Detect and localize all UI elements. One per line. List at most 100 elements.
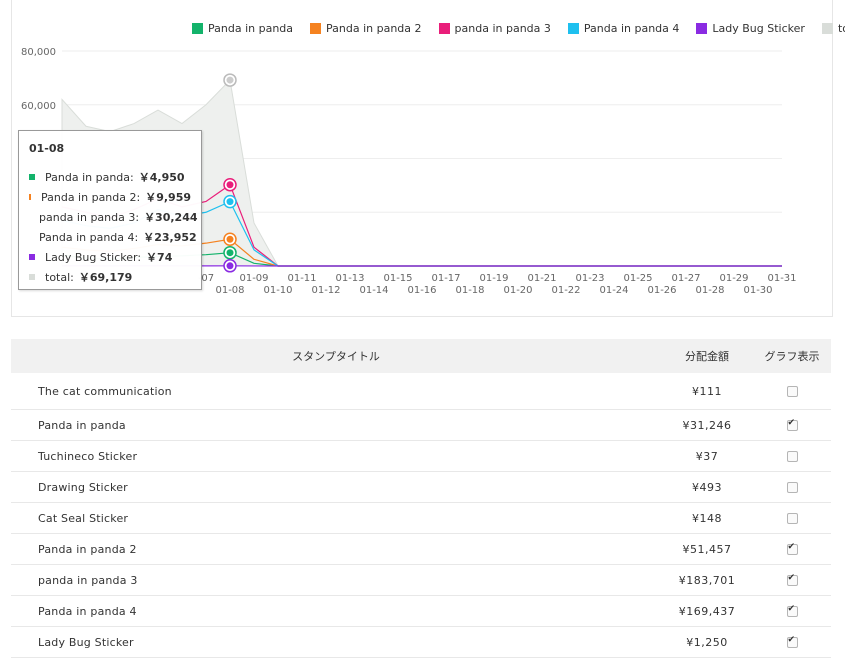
point-dot-0: [226, 249, 234, 257]
table-row: panda in panda 3 ¥183,701: [11, 565, 831, 596]
tooltip-label: Panda in panda:: [45, 170, 134, 184]
graph-toggle-cell: [753, 385, 831, 398]
x-tick-label: 01-25: [623, 273, 652, 284]
legend-swatch: [567, 23, 579, 34]
table-row: Cat Seal Sticker ¥148: [11, 503, 831, 534]
tooltip-color-dot: [29, 254, 35, 260]
legend-label: Panda in panda 2: [326, 22, 422, 35]
graph-toggle-cell: [753, 450, 831, 463]
x-tick-label: 01-29: [719, 273, 748, 284]
x-tick-label: 01-09: [239, 273, 268, 284]
graph-display-checkbox[interactable]: [786, 513, 798, 524]
x-tick-label: 01-12: [311, 285, 340, 296]
distribution-amount: ¥169,437: [678, 604, 736, 618]
tooltip-date: 01-08: [29, 142, 65, 155]
x-tick-label: 01-28: [695, 285, 724, 296]
point-dot-4: [226, 262, 234, 270]
graph-toggle-cell: [753, 512, 831, 525]
tooltip-label: Panda in panda 2:: [40, 190, 141, 204]
tooltip-row: panda in panda 3: ￥30,244: [29, 207, 198, 227]
tooltip-row: Lady Bug Sticker: ￥74: [29, 247, 191, 267]
tooltip-row: Panda in panda 2: ￥9,959: [29, 187, 191, 207]
legend-swatch: [192, 23, 203, 34]
point-dot-5: [226, 76, 234, 84]
legend-item[interactable]: panda in panda 3: [438, 22, 551, 35]
table-body: The cat communication ¥111 Panda in panda ¥…: [11, 373, 831, 658]
tooltip-rows: Panda in panda: ￥4,950 Panda in panda 2: ￥9…: [29, 167, 198, 287]
table-row: Lady Bug Sticker ¥1,250: [11, 627, 831, 658]
sticker-table: スタンプタイトル 分配金額 グラフ表示 The cat communicatio…: [11, 339, 831, 658]
x-tick-label: 01-16: [407, 285, 436, 296]
point-dot-1: [226, 235, 234, 243]
x-tick-label: 01-08: [215, 285, 244, 296]
table-row: The cat communication ¥111: [11, 373, 831, 410]
legend-label: total: [837, 22, 845, 35]
table-row: Tuchineco Sticker ¥37: [11, 441, 831, 472]
tooltip-color-dot: [29, 174, 35, 180]
x-tick-label: 01-20: [503, 285, 532, 296]
tooltip-value: ￥4,950: [138, 171, 185, 184]
graph-display-checkbox[interactable]: [786, 635, 798, 648]
distribution-amount: ¥51,457: [682, 542, 732, 556]
x-tick-label: 01-15: [383, 273, 412, 284]
legend-swatch: [438, 23, 450, 34]
tooltip-label: Panda in panda 4:: [39, 230, 139, 244]
tooltip-value: ￥23,952: [143, 231, 197, 244]
x-tick-label: 01-30: [743, 285, 772, 296]
header-title: スタンプタイトル: [292, 350, 380, 363]
x-tick-label: 01-10: [263, 285, 292, 296]
legend-swatch: [696, 23, 708, 34]
chart-tooltip: 01-08 Panda in panda: ￥4,950 Panda in pand…: [18, 130, 202, 290]
graph-display-checkbox[interactable]: [786, 418, 798, 431]
graph-display-checkbox[interactable]: [786, 386, 798, 397]
table-row: Panda in panda 2 ¥51,457: [11, 534, 831, 565]
legend-item[interactable]: Panda in panda: [192, 22, 293, 35]
graph-display-checkbox[interactable]: [786, 542, 798, 555]
tooltip-row: Panda in panda 4: ￥23,952: [29, 227, 197, 247]
x-tick-label: 01-26: [647, 285, 676, 296]
table-header: スタンプタイトル 分配金額 グラフ表示: [11, 339, 831, 373]
tooltip-row: Panda in panda: ￥4,950: [29, 167, 191, 187]
distribution-amount: ¥111: [692, 384, 722, 398]
graph-display-checkbox[interactable]: [786, 482, 798, 493]
legend-swatch: [821, 23, 833, 34]
distribution-amount: ¥493: [692, 480, 722, 494]
distribution-amount: ¥148: [692, 511, 722, 525]
legend-swatch: [310, 23, 322, 34]
graph-display-checkbox[interactable]: [786, 451, 798, 462]
tooltip-color-dot: [29, 194, 31, 200]
sticker-title: Panda in panda 4: [38, 604, 137, 618]
point-dot-3: [226, 198, 234, 206]
legend-label: panda in panda 3: [454, 22, 551, 35]
table-row: Drawing Sticker ¥493: [11, 472, 831, 503]
x-tick-label: 01-31: [767, 273, 796, 284]
legend-item[interactable]: Panda in panda 4: [567, 22, 679, 35]
x-tick-label: 01-24: [599, 285, 628, 296]
x-tick-label: 01-11: [287, 273, 316, 284]
legend-item[interactable]: Lady Bug Sticker: [696, 22, 805, 35]
distribution-amount: ¥183,701: [678, 573, 736, 587]
tooltip-value: ￥69,179: [78, 271, 133, 284]
x-tick-label: -07: [198, 273, 214, 284]
tooltip-color-dot: [29, 274, 35, 280]
x-tick-label: 01-27: [671, 273, 700, 284]
legend-item[interactable]: total: [821, 22, 845, 35]
graph-display-checkbox[interactable]: [786, 604, 798, 617]
graph-toggle-cell: [753, 542, 831, 556]
legend-item[interactable]: Panda in panda 2: [310, 22, 422, 35]
point-dot-2: [226, 181, 234, 189]
x-tick-label: 01-14: [359, 285, 388, 296]
distribution-amount: ¥37: [695, 449, 719, 463]
sticker-title: panda in panda 3: [38, 573, 138, 587]
sticker-title: Drawing Sticker: [38, 480, 128, 494]
x-tick-label: 01-17: [431, 273, 460, 284]
tooltip-value: ￥9,959: [145, 191, 191, 204]
graph-display-checkbox[interactable]: [786, 573, 798, 586]
sticker-title: Lady Bug Sticker: [38, 635, 134, 649]
sticker-title: Panda in panda 2: [38, 542, 137, 556]
chart-legend: Panda in panda Panda in panda 2 panda in p…: [192, 22, 845, 35]
x-tick-label: 01-19: [479, 273, 508, 284]
sticker-title: Tuchineco Sticker: [38, 449, 138, 463]
distribution-amount: ¥1,250: [686, 635, 728, 649]
sticker-title: Cat Seal Sticker: [38, 511, 129, 525]
